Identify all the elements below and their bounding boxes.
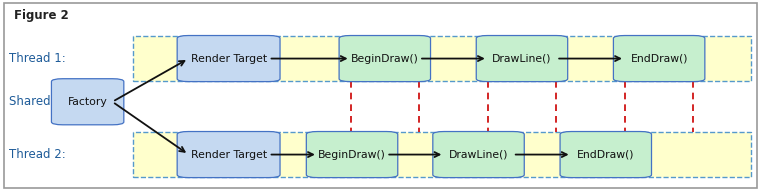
FancyBboxPatch shape <box>177 132 280 178</box>
Text: Render Target: Render Target <box>190 54 267 64</box>
FancyBboxPatch shape <box>4 3 757 188</box>
FancyBboxPatch shape <box>613 36 705 82</box>
Text: BeginDraw(): BeginDraw() <box>318 150 386 160</box>
Text: Figure 2: Figure 2 <box>14 9 69 22</box>
Text: BeginDraw(): BeginDraw() <box>351 54 419 64</box>
FancyBboxPatch shape <box>476 36 568 82</box>
Text: EndDraw(): EndDraw() <box>630 54 688 64</box>
Text: Shared Objects:: Shared Objects: <box>9 95 103 108</box>
Text: DrawLine(): DrawLine() <box>492 54 552 64</box>
Text: DrawLine(): DrawLine() <box>449 150 508 160</box>
FancyBboxPatch shape <box>177 36 280 82</box>
Text: Factory: Factory <box>68 97 107 107</box>
Text: Thread 1:: Thread 1: <box>9 52 66 65</box>
FancyBboxPatch shape <box>433 132 524 178</box>
Text: Render Target: Render Target <box>190 150 267 160</box>
Text: Thread 2:: Thread 2: <box>9 148 66 161</box>
FancyBboxPatch shape <box>52 79 123 125</box>
FancyBboxPatch shape <box>306 132 398 178</box>
Text: EndDraw(): EndDraw() <box>577 150 635 160</box>
FancyBboxPatch shape <box>339 36 431 82</box>
FancyBboxPatch shape <box>560 132 652 178</box>
FancyBboxPatch shape <box>133 36 751 81</box>
FancyBboxPatch shape <box>133 132 751 177</box>
